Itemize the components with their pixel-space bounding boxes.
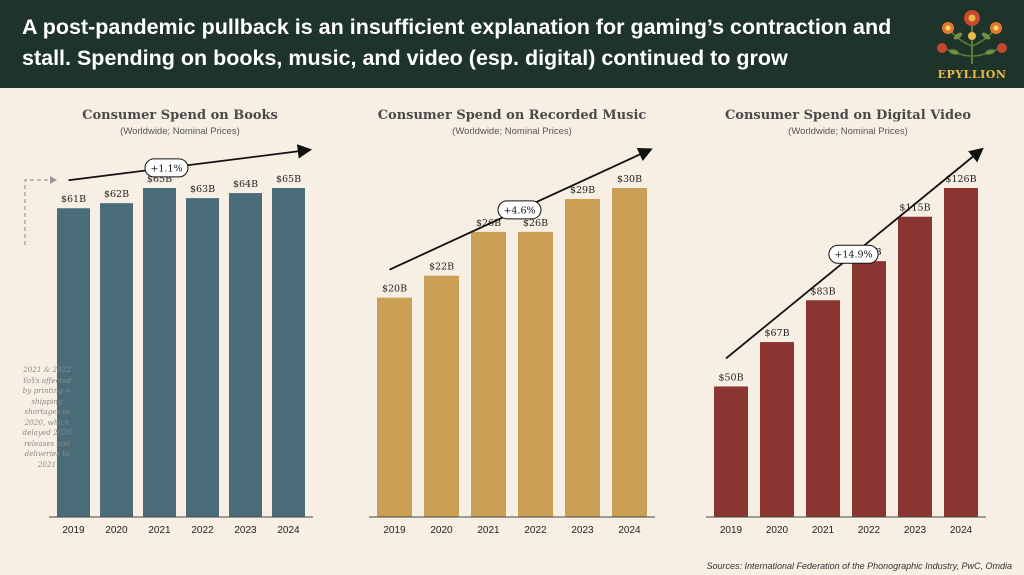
video-bar-chart: $50B2019$67B2020$83B2021$98B2022$115B202… bbox=[706, 147, 986, 536]
sources-footnote: Sources: International Federation of the… bbox=[706, 561, 1013, 571]
x-tick-label: 2020 bbox=[430, 525, 453, 536]
bar bbox=[377, 297, 412, 517]
growth-badge bbox=[828, 244, 879, 264]
x-tick-label: 2023 bbox=[904, 525, 927, 536]
x-tick-label: 2021 bbox=[477, 525, 500, 536]
books-chart-panel: Consumer Spend on Books (Worldwide; Nomi… bbox=[20, 100, 340, 550]
video-chart-panel: Consumer Spend on Digital Video (Worldwi… bbox=[688, 100, 1008, 550]
bar bbox=[806, 300, 840, 517]
bar-value-label: $64B bbox=[233, 179, 258, 190]
growth-badge bbox=[144, 158, 189, 178]
x-tick-label: 2022 bbox=[191, 525, 214, 536]
bar-value-label: $50B bbox=[718, 372, 743, 383]
note-arrowhead-icon bbox=[50, 176, 57, 184]
bar-value-label: $83B bbox=[810, 286, 835, 297]
growth-trend-arrow bbox=[68, 144, 313, 182]
x-tick-label: 2019 bbox=[383, 525, 406, 536]
bar-value-label: $30B bbox=[617, 174, 642, 185]
x-tick-label: 2020 bbox=[766, 525, 789, 536]
header-banner: A post-pandemic pullback is an insuffici… bbox=[0, 0, 1024, 88]
bar-value-label: $67B bbox=[764, 328, 789, 339]
bar-value-label: $22B bbox=[429, 262, 454, 273]
x-tick-label: 2019 bbox=[720, 525, 743, 536]
bar-value-label: $126B bbox=[945, 174, 976, 185]
books-bar-chart: $61B 2019 $62B 2020 $65B 2021 $63B 2022 $64B 2023… bbox=[24, 144, 313, 536]
bar bbox=[714, 386, 748, 517]
x-tick-label: 2024 bbox=[618, 525, 641, 536]
bar-value-label: $26B bbox=[523, 218, 548, 229]
note-dashed-bracket bbox=[24, 179, 54, 245]
floral-logo-icon bbox=[937, 10, 1007, 65]
bar-value-label: $63B bbox=[190, 184, 215, 195]
chart-title: Consumer Spend on Digital Video bbox=[724, 108, 972, 123]
music-bar-chart: $20B2019$22B2020$26B2021$26B2022$29B2023… bbox=[369, 147, 655, 536]
bar-value-label: $29B bbox=[570, 185, 595, 196]
chart-subtitle: (Worldwide; Nominal Prices) bbox=[452, 126, 572, 137]
growth-badge-label: +1.1% bbox=[150, 163, 182, 174]
bar bbox=[565, 198, 600, 517]
bar bbox=[852, 261, 886, 517]
growth-badge bbox=[497, 200, 542, 220]
x-tick-label: 2021 bbox=[812, 525, 835, 536]
x-tick-label: 2022 bbox=[524, 525, 547, 536]
logo-text: EPYLLION bbox=[937, 68, 1007, 81]
bar bbox=[898, 216, 932, 517]
bar-value-label: $20B bbox=[382, 284, 407, 295]
bar bbox=[57, 208, 90, 517]
chart-title: Consumer Spend on Books bbox=[82, 108, 278, 123]
x-tick-label: 2024 bbox=[950, 525, 973, 536]
bar bbox=[272, 188, 305, 517]
chart-subtitle: (Worldwide; Nominal Prices) bbox=[788, 126, 908, 137]
x-tick-label: 2021 bbox=[148, 525, 171, 536]
bar bbox=[944, 188, 978, 517]
bar bbox=[143, 188, 176, 517]
bar-value-label: $65B bbox=[147, 174, 172, 185]
x-tick-label: 2019 bbox=[62, 525, 85, 536]
bar-value-label: $65B bbox=[276, 174, 301, 185]
x-tick-label: 2024 bbox=[277, 525, 300, 536]
bar bbox=[424, 275, 459, 517]
bar bbox=[229, 193, 262, 518]
growth-badge-label: +14.9% bbox=[834, 250, 872, 261]
chart-title: Consumer Spend on Recorded Music bbox=[377, 108, 647, 123]
bar-value-label: $61B bbox=[61, 194, 86, 205]
bar-value-label: $62B bbox=[104, 189, 129, 200]
music-chart-panel: Consumer Spend on Recorded Music (Worldw… bbox=[352, 100, 672, 550]
bar-value-label: $115B bbox=[899, 203, 930, 214]
x-tick-label: 2020 bbox=[105, 525, 128, 536]
bar bbox=[100, 203, 133, 517]
chart-subtitle: (Worldwide; Nominal Prices) bbox=[120, 126, 240, 137]
bar bbox=[612, 188, 647, 517]
bar bbox=[471, 231, 506, 517]
bar bbox=[760, 342, 794, 517]
epyllion-logo: EPYLLION bbox=[928, 6, 1016, 84]
growth-badge-label: +4.6% bbox=[503, 205, 535, 216]
bar bbox=[518, 231, 553, 517]
page-title: A post-pandemic pullback is an insuffici… bbox=[22, 15, 892, 70]
x-tick-label: 2022 bbox=[858, 525, 881, 536]
shortage-note: 2021 & 2022 YoYs affected by printing + … bbox=[22, 365, 72, 469]
x-tick-label: 2023 bbox=[571, 525, 594, 536]
x-tick-label: 2023 bbox=[234, 525, 257, 536]
bar bbox=[186, 198, 219, 517]
